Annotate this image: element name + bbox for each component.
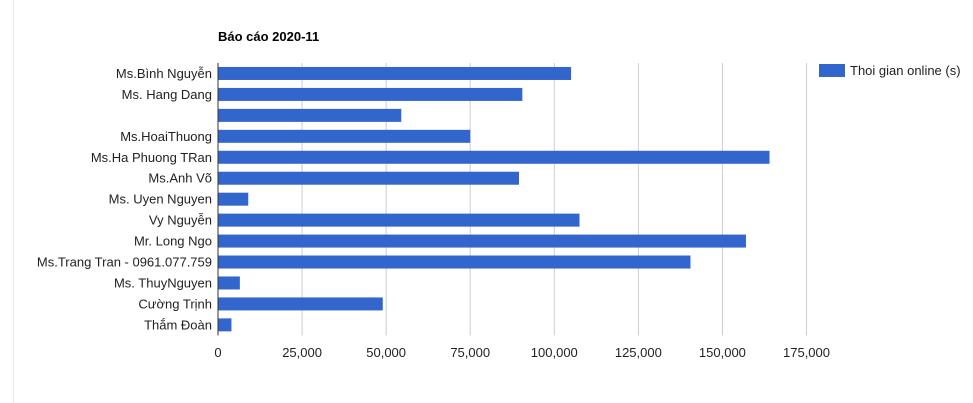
- bar[interactable]: [218, 87, 523, 101]
- x-tick-labels: 0 25,000 50,000 75,000 100,000 125,000 150,000…: [214, 345, 830, 360]
- category-label: Ms.Trang Tran - 0961.077.759: [37, 255, 212, 270]
- x-tick-label: 0: [214, 345, 221, 360]
- gridlines: [301, 63, 807, 336]
- legend[interactable]: Thoi gian online (s): [819, 63, 961, 78]
- x-tick-label: 150,000: [699, 345, 746, 360]
- category-label: Vy Nguyễn: [149, 213, 212, 228]
- frame-divider: [13, 0, 14, 403]
- bar[interactable]: [218, 276, 240, 290]
- bar[interactable]: [218, 150, 770, 164]
- legend-label: Thoi gian online (s): [850, 63, 961, 78]
- category-label: Ms. Hang Dang: [122, 87, 212, 102]
- bar[interactable]: [218, 192, 249, 206]
- x-tick-label: 25,000: [282, 345, 322, 360]
- x-tick-label: 75,000: [450, 345, 490, 360]
- category-label: Ms.Bình Nguyễn: [116, 66, 212, 81]
- bar[interactable]: [218, 255, 691, 269]
- bar[interactable]: [218, 318, 232, 332]
- category-label: Ms. ThuyNguyen: [114, 275, 212, 290]
- category-label: Ms.HoaiThuong: [120, 129, 212, 144]
- bar[interactable]: [218, 171, 519, 185]
- bar[interactable]: [218, 108, 402, 122]
- category-labels: Ms.Bình Nguyễn Ms. Hang Dang Ms.HoaiThuong…: [37, 66, 212, 332]
- bar[interactable]: [218, 129, 471, 143]
- category-label: Thắm Đoàn: [144, 317, 212, 332]
- bar[interactable]: [218, 66, 572, 80]
- category-label: Ms. Uyen Nguyen: [109, 192, 212, 207]
- category-label: Ms.Anh Võ: [148, 171, 212, 186]
- category-label: Mr. Long Ngo: [134, 234, 212, 249]
- x-tick-label: 100,000: [531, 345, 578, 360]
- legend-swatch: [819, 64, 845, 77]
- chart-title: Báo cáo 2020-11: [218, 29, 319, 44]
- x-tick-label: 50,000: [366, 345, 406, 360]
- bar[interactable]: [218, 234, 746, 248]
- bar[interactable]: [218, 213, 580, 227]
- category-label: Cường Trịnh: [138, 296, 212, 311]
- bars: [218, 66, 770, 332]
- bar[interactable]: [218, 297, 383, 311]
- x-tick-label: 125,000: [615, 345, 662, 360]
- category-label: Ms.Ha Phuong TRan: [91, 150, 212, 165]
- x-tick-label: 175,000: [783, 345, 830, 360]
